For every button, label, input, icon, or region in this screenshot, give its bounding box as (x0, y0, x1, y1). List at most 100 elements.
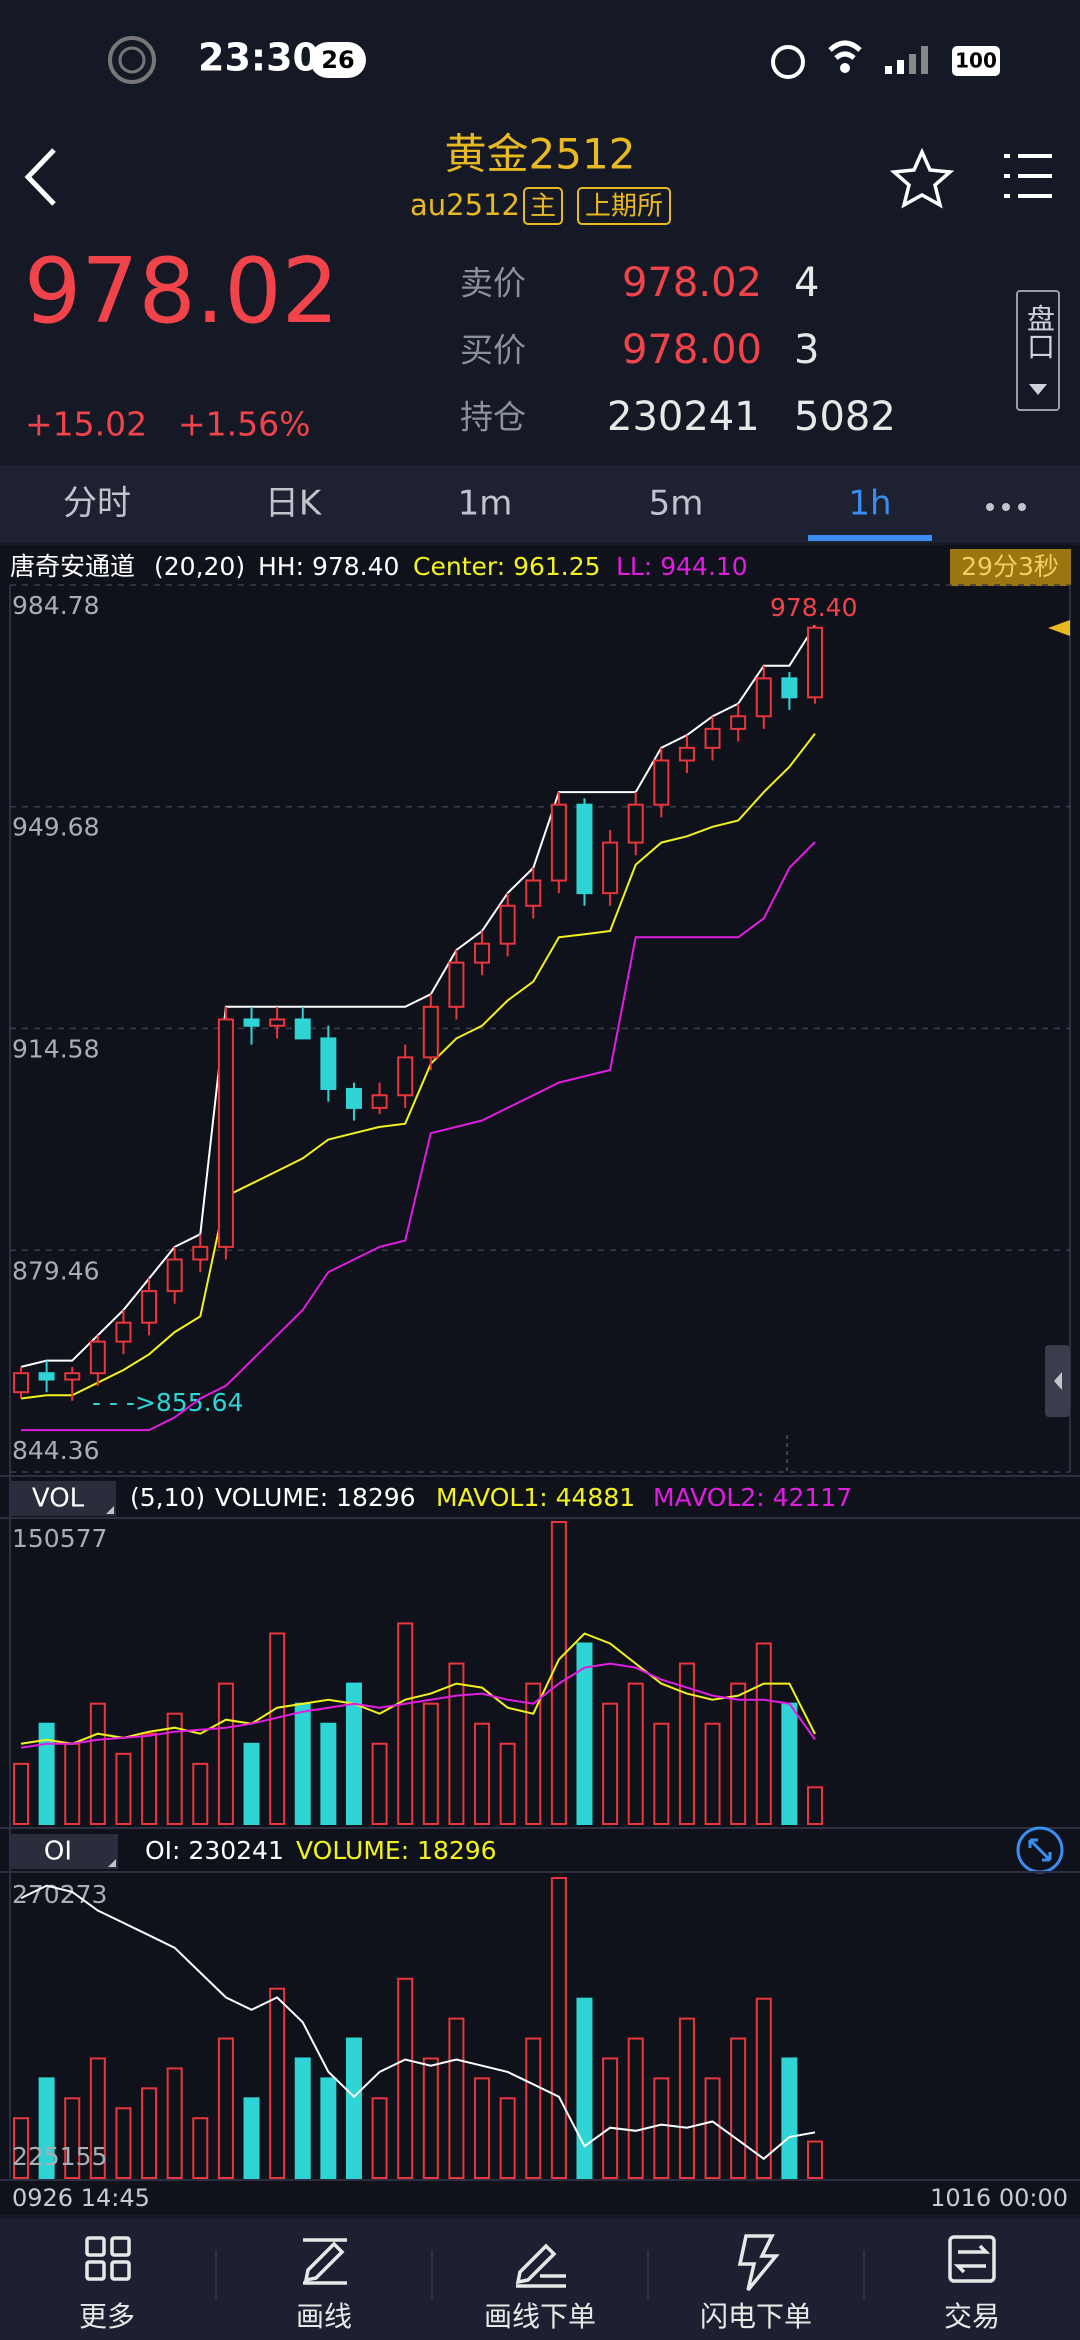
y-tick-label: 225155 (12, 2142, 107, 2171)
volume-bar (13, 2117, 29, 2180)
tab-underline (808, 535, 932, 541)
candle-body (38, 1372, 55, 1381)
volume-bar (371, 2097, 388, 2180)
oi-line (20, 1884, 816, 2161)
volume-bar (807, 1786, 823, 1825)
status-icon (108, 36, 156, 84)
volume-bar (755, 1997, 772, 2179)
high-annotation: 978.40 (770, 593, 857, 622)
nav-icon-more[interactable] (85, 2236, 131, 2281)
volume-bar (13, 1762, 29, 1825)
candle-body (499, 904, 516, 945)
signal-icon (909, 54, 916, 74)
nav-label[interactable]: 画线下单 (484, 2300, 596, 2333)
volume-bar (166, 2067, 183, 2180)
side-handle-arrow (1054, 1372, 1062, 1390)
volume-bar (345, 2037, 362, 2180)
volume-bar (64, 1742, 81, 1826)
menu-button[interactable] (1004, 154, 1052, 198)
y-tick-label: 949.68 (12, 813, 99, 842)
vol-tag-box[interactable] (10, 1481, 116, 1516)
tab[interactable]: 分时 (63, 484, 131, 524)
volume-bar (602, 2057, 619, 2179)
volume-bar (627, 2037, 644, 2180)
volume-bar (243, 2097, 260, 2180)
volume-bar (89, 1702, 106, 1825)
vol-legend: VOLUME: 18296 (215, 1483, 416, 1512)
status-icon (118, 46, 146, 74)
volume-bar (576, 1642, 593, 1826)
more-tabs[interactable] (986, 503, 994, 511)
tab[interactable]: 5m (649, 484, 704, 524)
candle-body (627, 803, 644, 844)
favorite-button[interactable] (889, 147, 955, 209)
battery-text: 100 (955, 49, 997, 73)
price-change-pct: +1.56% (178, 405, 310, 444)
candle-body (397, 1056, 414, 1097)
volume-bar (141, 2087, 158, 2180)
volume-bar (678, 2017, 695, 2180)
volume-bar (807, 2140, 823, 2180)
y-tick-label: 879.46 (12, 1256, 99, 1285)
indicator-hh: HH: 978.40 (258, 552, 399, 581)
more-tabs[interactable] (1002, 503, 1010, 511)
open-interest: 230241 (607, 394, 760, 440)
volume-bar (499, 2097, 516, 2180)
volume-bar (474, 2077, 491, 2180)
volume-bar (474, 1722, 491, 1826)
back-button[interactable] (24, 148, 56, 206)
volume-bar (320, 1722, 337, 1826)
nav-label[interactable]: 闪电下单 (700, 2300, 812, 2333)
candle-body (653, 759, 670, 806)
volume-bar (217, 2037, 234, 2180)
candle-body (115, 1321, 132, 1343)
candle-body (730, 715, 747, 730)
nav-icon-draw[interactable] (303, 2238, 347, 2285)
volume-bar (576, 1997, 593, 2179)
status-time: 23:30 (198, 36, 319, 80)
tab[interactable]: 1h (848, 484, 891, 524)
tab[interactable]: 1m (458, 484, 513, 524)
volume-bar (730, 1682, 747, 1825)
ma-line (20, 1662, 816, 1749)
depth-button-text: 盘口 (1023, 304, 1056, 360)
ask-volume: 4 (794, 260, 819, 306)
nav-icon-flash-order[interactable] (737, 2234, 780, 2292)
nav-icon-trade[interactable] (948, 2235, 996, 2283)
candle-body (141, 1290, 158, 1324)
status-badge (310, 42, 366, 78)
more-tabs[interactable] (1018, 503, 1026, 511)
status-badge-text: 26 (321, 46, 354, 74)
candle-body (755, 677, 772, 718)
nav-label[interactable]: 画线 (296, 2300, 352, 2333)
tag-main: 主 (530, 192, 556, 222)
battery (952, 46, 1000, 76)
candle-body (576, 803, 593, 895)
tag-box (523, 187, 563, 225)
volume-bar (371, 1742, 388, 1826)
candle-body (602, 841, 619, 895)
oi-tag-box[interactable] (10, 1834, 118, 1869)
nav-icon-draw-order[interactable] (515, 2243, 566, 2288)
depth-button[interactable] (1016, 290, 1060, 411)
tab[interactable]: 日K (265, 484, 323, 524)
signal-icon (897, 60, 904, 74)
candle-body (345, 1087, 362, 1109)
candle-body (678, 746, 695, 762)
volume-bar (627, 1682, 644, 1825)
volume-bar (269, 1987, 286, 2179)
ask-price: 978.02 (622, 260, 762, 306)
volume-bar (269, 1632, 286, 1826)
nav-label[interactable]: 交易 (944, 2300, 1000, 2333)
chart-area (0, 545, 1080, 2215)
volume-bar (781, 1702, 798, 1825)
nav-label[interactable]: 更多 (79, 2300, 135, 2333)
mavol2-legend: MAVOL2: 42117 (653, 1483, 852, 1512)
oi-volume-legend: VOLUME: 18296 (296, 1836, 497, 1865)
candle-body (781, 677, 798, 699)
channel-line (21, 841, 816, 1432)
candle-body (217, 1018, 234, 1248)
oi-label: 持仓 (460, 398, 526, 437)
y-tick-label: 150577 (12, 1524, 107, 1553)
